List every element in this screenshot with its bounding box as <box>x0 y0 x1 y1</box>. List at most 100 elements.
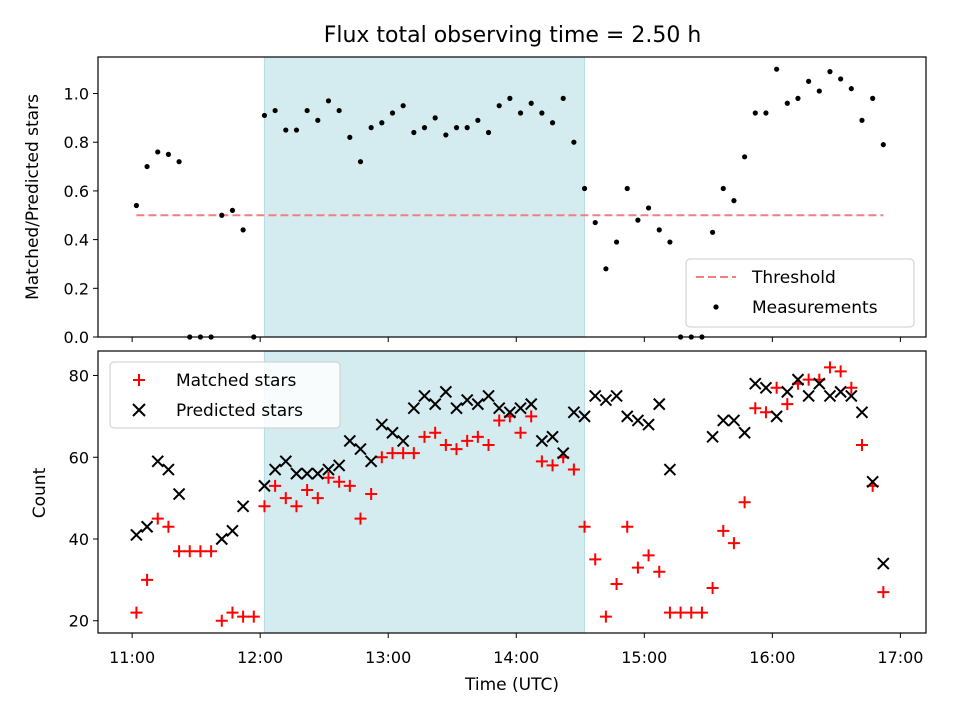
bottom-panel: 20 40 60 80 11:00 12:00 13:00 14:00 15:00 16:00 1… <box>30 350 927 695</box>
measurement-point <box>571 139 577 145</box>
bottom-y-tick-label: 40 <box>69 530 89 549</box>
measurement-point <box>816 88 822 94</box>
matched-star-point <box>642 549 655 562</box>
measurement-point <box>645 205 652 211</box>
matched-star-point <box>663 606 676 619</box>
matched-star-point <box>247 610 260 623</box>
x-tick-label: 15:00 <box>621 648 667 667</box>
measurement-point <box>656 227 662 233</box>
measurement-point <box>144 163 150 170</box>
legend-measurements-swatch <box>713 304 719 310</box>
top-y-tick-label: 0.6 <box>64 182 89 201</box>
top-y-tick-label: 0.2 <box>64 279 89 298</box>
matched-star-point <box>365 488 378 501</box>
matched-star-point <box>429 426 442 439</box>
matched-star-point <box>749 402 762 415</box>
predicted-star-point <box>663 463 677 476</box>
measurement-point <box>613 239 620 245</box>
x-tick-label: 11:00 <box>109 648 155 667</box>
measurement-point <box>325 98 332 104</box>
matched-star-point <box>493 414 506 427</box>
matched-star-point <box>482 439 495 451</box>
matched-star-point <box>269 479 282 492</box>
predicted-star-point <box>589 389 602 403</box>
matched-star-point <box>834 365 847 378</box>
matched-star-point <box>226 606 239 619</box>
matched-star-point <box>311 492 324 505</box>
matched-star-point <box>141 573 154 586</box>
top-y-tick-label: 1.0 <box>64 85 89 104</box>
legend-threshold-label: Threshold <box>751 268 836 288</box>
measurement-point <box>592 219 598 226</box>
predicted-star-point <box>738 426 751 439</box>
matched-star-point <box>130 606 143 619</box>
matched-star-point <box>151 512 164 525</box>
predicted-star-point <box>439 385 453 399</box>
measurement-point <box>549 120 556 126</box>
matched-star-point <box>525 410 538 423</box>
predicted-star-point <box>130 528 143 542</box>
x-tick-label: 14:00 <box>493 648 539 667</box>
measurement-point <box>272 107 278 114</box>
matched-star-point <box>290 500 303 513</box>
predicted-star-point <box>759 381 773 394</box>
legend-matched-label: Matched stars <box>176 371 296 391</box>
matched-star-point <box>354 512 367 525</box>
predicted-star-point <box>418 389 431 403</box>
top-legend-box <box>685 258 915 328</box>
measurement-point <box>752 110 758 116</box>
matched-star-point <box>674 606 687 619</box>
predicted-star-point <box>557 446 570 460</box>
matched-star-point <box>578 520 591 533</box>
predicted-star-point <box>781 385 794 399</box>
matched-star-point <box>237 610 250 623</box>
matched-star-point <box>397 447 410 460</box>
predicted-star-point <box>396 434 410 448</box>
measurement-point <box>581 185 588 192</box>
matched-star-point <box>194 545 207 558</box>
predicted-star-point <box>845 389 858 403</box>
measurement-point <box>368 125 374 131</box>
measurement-point <box>165 151 172 157</box>
predicted-star-point <box>300 467 314 480</box>
matched-star-point <box>823 361 836 374</box>
top-y-tick-label: 0.4 <box>64 231 89 250</box>
matched-star-point <box>685 606 698 619</box>
matched-star-point <box>471 430 484 443</box>
top-panel: 0.0 0.2 0.4 0.6 0.8 1.0 Matched/Predicted sta… <box>23 56 927 347</box>
measurement-point <box>155 149 161 155</box>
predicted-star-point <box>375 418 389 431</box>
predicted-star-point <box>706 430 719 444</box>
chart-title: Flux total observing time = 2.50 h <box>324 23 702 48</box>
measurement-point <box>848 86 854 92</box>
matched-star-point <box>418 430 431 443</box>
top-legend: Threshold Measurements <box>685 258 915 328</box>
matched-star-point <box>333 475 346 488</box>
measurement-point <box>421 125 428 131</box>
measurement-point <box>347 134 353 140</box>
predicted-star-point <box>386 426 399 439</box>
predicted-star-point <box>354 442 367 456</box>
matched-star-point <box>610 577 623 590</box>
measurement-point <box>315 117 321 123</box>
matched-star-point <box>621 520 634 533</box>
predicted-star-point <box>610 389 623 403</box>
x-tick-label: 17:00 <box>877 648 923 667</box>
matched-star-point <box>535 455 548 468</box>
predicted-star-point <box>428 397 442 411</box>
predicted-star-point <box>631 414 645 427</box>
bottom-axes-frame <box>97 350 927 634</box>
predicted-star-point <box>162 463 175 476</box>
predicted-star-point <box>813 377 826 390</box>
predicted-star-point <box>524 397 538 411</box>
measurement-point <box>806 78 812 84</box>
matched-star-point <box>727 537 740 550</box>
measurement-point <box>709 229 716 235</box>
matched-star-point <box>439 439 452 451</box>
legend-matched-swatch <box>133 374 145 386</box>
matched-star-point <box>386 447 399 460</box>
measurement-point <box>240 227 246 233</box>
matched-star-point <box>258 500 271 513</box>
legend-predicted-swatch <box>132 403 146 417</box>
predicted-star-point <box>866 475 879 488</box>
